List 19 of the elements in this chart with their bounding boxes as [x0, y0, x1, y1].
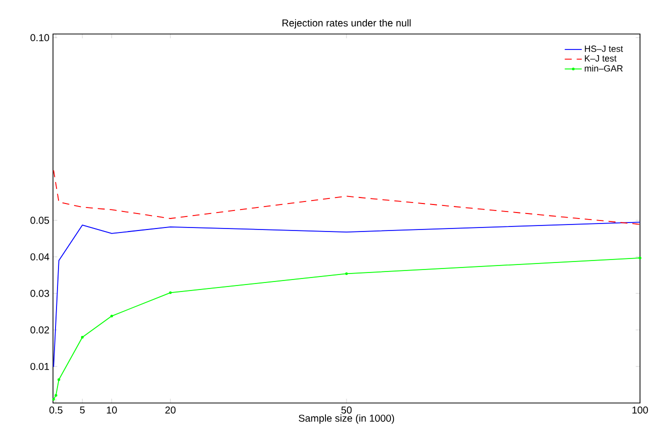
legend-label: min–GAR: [584, 64, 623, 72]
x-tick-label: 0.5: [49, 406, 62, 414]
x-axis-title: Sample size (in 1000): [298, 414, 394, 424]
legend-label: HS–J test: [584, 46, 624, 52]
y-tick-label: 0.01: [30, 362, 49, 370]
y-tick-label: 0.03: [30, 290, 50, 297]
x-tick-label: 10: [106, 406, 117, 414]
x-tick-label: 50: [341, 406, 352, 414]
line-series: [53, 170, 640, 225]
x-tick-label: 5: [80, 406, 85, 414]
y-tick-label: 0.02: [30, 326, 49, 334]
legend-label: K–J test: [584, 55, 617, 62]
y-tick-label: 0.10: [30, 34, 50, 42]
y-tick-label: 0.05: [30, 216, 50, 224]
chart-title: Rejection rates under the null: [282, 19, 411, 28]
x-tick-label: 20: [165, 406, 176, 414]
line-series: [53, 222, 640, 368]
y-tick-label: 0.04: [30, 253, 50, 260]
x-tick-label: 100: [632, 406, 648, 414]
